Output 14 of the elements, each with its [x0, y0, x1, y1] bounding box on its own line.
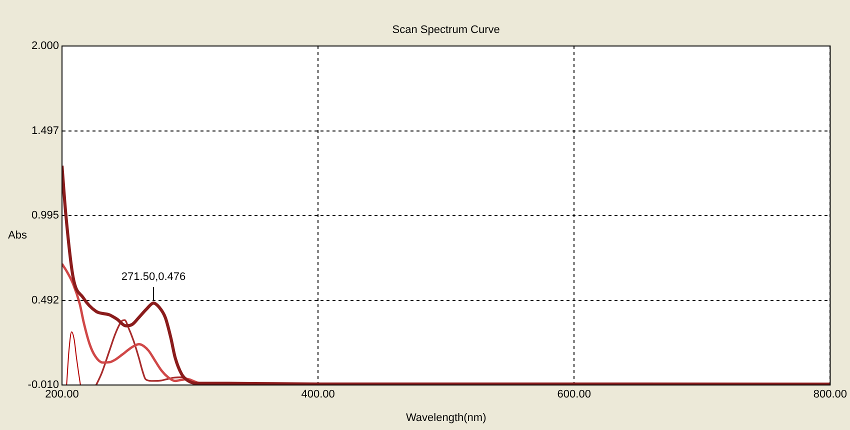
- annotation: 271.50,0.476: [121, 271, 186, 284]
- y-axis-title: Abs: [8, 230, 28, 242]
- line-series: [62, 164, 830, 385]
- y-tick-label: 0.492: [31, 294, 59, 306]
- x-tick-label: 200.00: [45, 388, 79, 401]
- x-tick-label: 400.00: [301, 388, 335, 401]
- y-tick-label: 2.000: [31, 40, 59, 52]
- line-series: [66, 331, 81, 385]
- x-axis-title: Wavelength(nm): [406, 412, 486, 424]
- chart-title: Scan Spectrum Curve: [392, 24, 500, 36]
- y-tick-label: 0.995: [31, 210, 59, 222]
- x-tick-label: 600.00: [557, 388, 591, 401]
- x-tick-label: 800.00: [813, 388, 848, 401]
- y-tick-label: 1.497: [31, 124, 59, 137]
